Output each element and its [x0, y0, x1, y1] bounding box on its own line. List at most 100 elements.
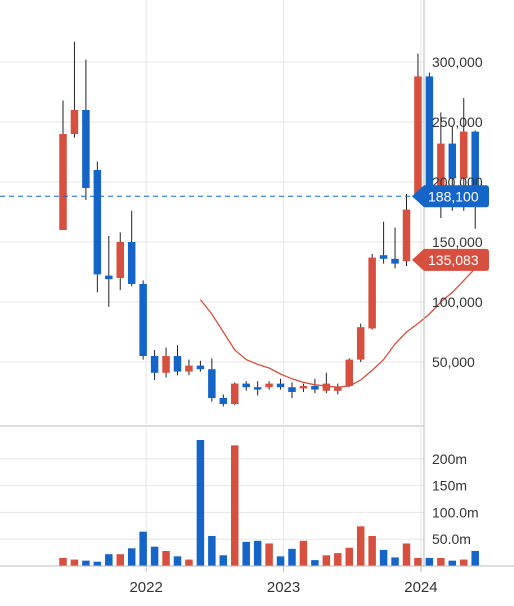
- candle-body: [231, 383, 239, 404]
- volume-bar: [414, 557, 422, 566]
- volume-bar: [391, 557, 399, 566]
- time-tick-label: 2023: [267, 579, 300, 596]
- candle: [299, 383, 308, 392]
- volume-bar: [82, 560, 90, 566]
- volume-bar: [356, 526, 365, 566]
- volume-series: [59, 440, 479, 566]
- candle: [265, 381, 273, 390]
- candle-body: [311, 386, 319, 390]
- candle: [139, 280, 147, 360]
- candle-body: [162, 356, 170, 373]
- candle: [231, 382, 239, 406]
- volume-bar: [59, 557, 67, 566]
- volume-bar: [288, 548, 296, 566]
- moving-average-badge: 135,083: [412, 248, 489, 271]
- candle: [219, 394, 228, 407]
- moving-average-badge-label: 135,083: [428, 252, 479, 268]
- volume-bar: [116, 554, 124, 566]
- candle: [105, 236, 113, 307]
- candle-body: [139, 284, 147, 356]
- volume-bar: [162, 550, 170, 566]
- volume-bar: [460, 559, 468, 566]
- candle-body: [105, 275, 113, 280]
- volume-bar: [93, 561, 102, 566]
- price-tick-label: 150,000: [432, 234, 483, 250]
- volume-bar: [311, 560, 319, 566]
- candle-body: [82, 110, 90, 188]
- candle-body: [253, 387, 262, 390]
- volume-bar: [231, 445, 239, 566]
- moving-average-line: [199, 259, 487, 388]
- volume-bar: [322, 555, 331, 566]
- candle-body: [185, 365, 193, 372]
- candle: [253, 381, 262, 396]
- candle: [185, 359, 193, 376]
- price-tick-label: 100,000: [432, 294, 483, 310]
- time-axis-ticks: 2022 2023 2024: [129, 566, 438, 596]
- volume-bar: [139, 531, 147, 566]
- volume-tick-label: 100.0m: [432, 504, 479, 520]
- moving-average-badge-shape: [412, 248, 489, 271]
- last-price-badge: 188,100: [412, 185, 489, 208]
- candle: [322, 372, 331, 394]
- candle-body: [127, 242, 136, 284]
- volume-bar: [368, 535, 376, 566]
- candle-body: [460, 131, 468, 179]
- price-tick-label: 300,000: [432, 54, 483, 70]
- candle-body: [345, 359, 353, 386]
- volume-bar: [276, 556, 285, 566]
- candle: [276, 378, 285, 390]
- volume-bar: [471, 550, 479, 566]
- volume-axis-ticks: 200m 150m 100.0m 50.0m: [432, 451, 479, 547]
- moving-average-layer: [0, 195, 487, 388]
- volume-bar: [299, 540, 308, 566]
- candle-body: [93, 170, 102, 275]
- candle-body: [196, 365, 205, 370]
- volume-bar: [253, 540, 262, 566]
- volume-tick-label: 150m: [432, 478, 467, 494]
- volume-bar: [425, 557, 434, 566]
- candle-body: [379, 255, 388, 259]
- volume-bar: [379, 549, 388, 566]
- candle: [402, 194, 411, 266]
- volume-bar: [219, 555, 228, 566]
- candle: [288, 382, 296, 398]
- candle: [356, 323, 365, 362]
- candle: [425, 72, 434, 206]
- candle-body: [70, 110, 79, 134]
- candle-body: [425, 76, 434, 200]
- candle-body: [150, 356, 159, 373]
- candle-body: [356, 327, 365, 360]
- candle: [162, 347, 170, 378]
- candle-body: [219, 398, 228, 404]
- volume-bar: [345, 547, 353, 566]
- candle-body: [265, 383, 273, 388]
- volume-bar: [150, 546, 159, 566]
- candle-body: [334, 387, 342, 391]
- candle-body: [414, 76, 422, 194]
- candle-body: [437, 143, 445, 200]
- volume-bar: [196, 440, 205, 566]
- volume-bar: [334, 553, 342, 566]
- volume-bar: [448, 560, 457, 566]
- price-tick-label: 50,000: [432, 354, 475, 370]
- volume-tick-label: 50.0m: [432, 531, 471, 547]
- last-price-badge-label: 188,100: [428, 188, 479, 204]
- candle: [93, 161, 102, 293]
- candle-body: [288, 387, 296, 392]
- candle-body: [368, 257, 376, 329]
- time-tick-label: 2024: [404, 579, 437, 596]
- candle-body: [322, 383, 331, 391]
- volume-bar: [242, 541, 250, 566]
- candlestick-series: [59, 41, 479, 407]
- candle: [70, 41, 79, 138]
- candle-body: [299, 386, 308, 389]
- candle: [334, 383, 342, 395]
- candle-body: [402, 209, 411, 262]
- candle: [173, 345, 182, 376]
- last-price-badge-shape: [412, 185, 489, 208]
- time-tick-label: 2022: [129, 579, 162, 596]
- candle-body: [173, 356, 182, 372]
- candle: [242, 381, 250, 391]
